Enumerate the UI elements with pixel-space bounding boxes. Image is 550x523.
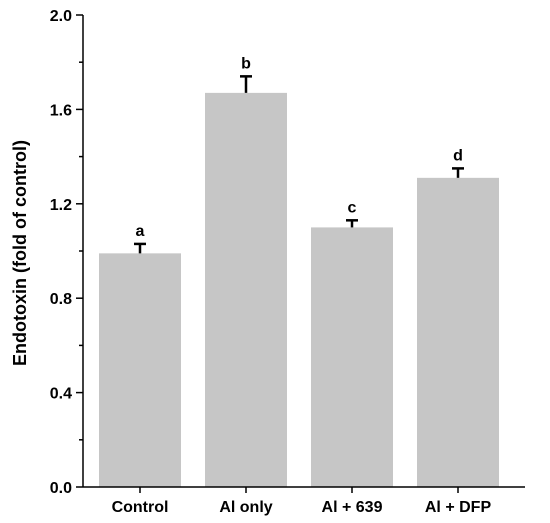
bar-1 bbox=[205, 92, 287, 487]
x-tick-label-3: Al + DFP bbox=[425, 499, 492, 516]
axes-layer bbox=[76, 14, 525, 493]
significance-label-0: a bbox=[136, 223, 145, 240]
y-tick-label-5: 2.0 bbox=[50, 8, 72, 25]
y-tick-label-0: 0.0 bbox=[50, 480, 72, 497]
y-tick-label-4: 1.6 bbox=[50, 102, 72, 119]
x-tick-label-1: Al only bbox=[219, 499, 272, 516]
x-tick-label-2: Al + 639 bbox=[322, 499, 383, 516]
error-bars-layer bbox=[134, 75, 464, 254]
significance-label-1: b bbox=[241, 55, 251, 72]
bar-0 bbox=[99, 253, 181, 487]
labels-layer: a Control b Al only c Al + 639 d Al + DFP 0.0 0.4… bbox=[50, 8, 492, 516]
y-axis-title: Endotoxin (fold of control) bbox=[10, 140, 30, 366]
significance-label-2: c bbox=[348, 199, 357, 216]
bar-2 bbox=[311, 227, 393, 487]
x-tick-label-0: Control bbox=[112, 499, 169, 516]
significance-label-3: d bbox=[453, 147, 463, 164]
bars-layer bbox=[99, 92, 499, 487]
y-tick-label-1: 0.4 bbox=[50, 386, 72, 403]
y-tick-label-3: 1.2 bbox=[50, 197, 72, 214]
bar-3 bbox=[417, 177, 499, 487]
y-tick-label-2: 0.8 bbox=[50, 291, 72, 308]
